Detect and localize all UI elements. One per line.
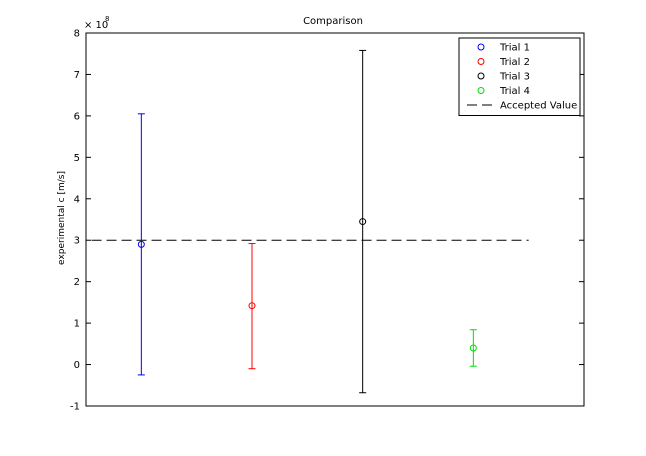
y-tick-label: -1 <box>70 402 80 413</box>
y-tick-label: 1 <box>74 319 80 330</box>
plot-area: -1 0 1 2 3 4 5 6 7 8 <box>70 29 585 413</box>
y-tick-label: 0 <box>74 360 80 371</box>
legend-marker-trial-3 <box>477 72 485 80</box>
y-exponent-power: 8 <box>105 15 109 23</box>
trial-1-series <box>137 113 145 376</box>
legend-label-trial-3: Trial 3 <box>499 72 530 83</box>
y-tick-label: 5 <box>74 153 80 164</box>
axes-box <box>85 32 585 407</box>
y-tick-label: 4 <box>74 194 80 205</box>
trial-4-data-point <box>469 344 477 352</box>
trial-1-data-point <box>137 240 145 248</box>
y-axis-label: experimental c [m/s] <box>57 171 67 265</box>
y-tick-label: 7 <box>74 70 80 81</box>
chart-title: Comparison <box>303 16 363 27</box>
chart-legend: Trial 1 Trial 2 Trial 3 Trial 4 Accepted Val… <box>458 37 581 116</box>
legend-box <box>458 37 581 116</box>
legend-marker-trial-1 <box>477 43 485 51</box>
trial-2-data-point <box>248 302 256 310</box>
y-exponent-label: × 10 8 <box>84 15 109 31</box>
y-tick-label: 8 <box>74 29 80 40</box>
y-exponent-base: × 10 <box>84 20 108 31</box>
trial-4-series <box>469 329 477 367</box>
y-tick-label: 3 <box>74 236 80 247</box>
y-tick-label: 6 <box>74 111 80 122</box>
legend-marker-trial-2 <box>477 58 485 65</box>
y-tick-label: 2 <box>74 277 80 288</box>
legend-label-accepted-value: Accepted Value <box>500 101 577 112</box>
trial-3-series <box>359 49 367 394</box>
legend-marker-trial-4 <box>477 87 485 94</box>
legend-label-trial-2: Trial 2 <box>499 57 530 68</box>
trial-2-series <box>248 243 256 370</box>
legend-label-trial-4: Trial 4 <box>499 86 530 97</box>
trial-3-data-point <box>359 218 367 226</box>
legend-label-trial-1: Trial 1 <box>499 43 530 54</box>
